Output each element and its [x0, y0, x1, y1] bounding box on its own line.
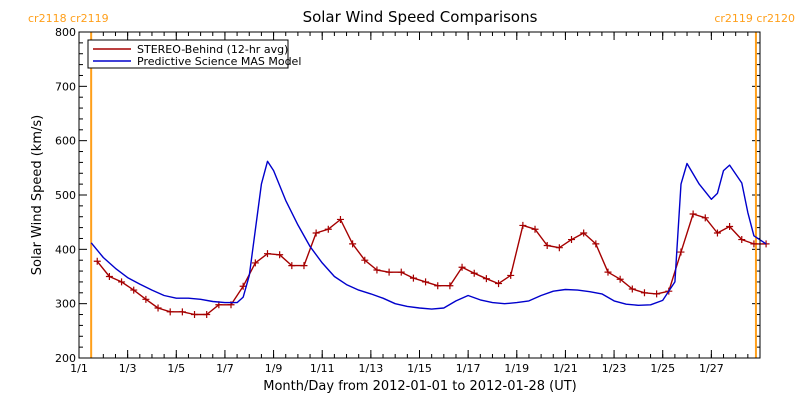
series-layer	[90, 160, 770, 319]
stereo-point	[531, 225, 539, 233]
y-tick-label: 200	[55, 352, 76, 365]
plot-frame	[78, 31, 761, 359]
stereo-point	[300, 262, 308, 270]
y-tick-label: 600	[55, 135, 76, 148]
stereo-point	[385, 268, 393, 276]
stereo-point	[628, 285, 636, 293]
x-axis: 1/1 1/3 1/5 1/7 1/9 1/11 1/13 1/15 1/17 1/19 1/21 1…	[70, 32, 761, 375]
x-tick-label: 1/27	[699, 362, 724, 375]
stereo-point	[397, 268, 405, 276]
stereo-point	[422, 278, 430, 286]
stereo-point	[446, 282, 454, 290]
stereo-point	[105, 273, 113, 280]
legend-box	[87, 39, 289, 69]
y-tick-label: 300	[55, 298, 76, 311]
stereo-point	[470, 269, 478, 277]
stereo-point	[640, 289, 648, 297]
stereo-point	[373, 266, 381, 274]
x-tick-label: 1/17	[456, 362, 481, 375]
x-tick-label: 1/11	[310, 362, 335, 375]
carrington-markers	[90, 32, 757, 358]
x-tick-label: 1/7	[216, 362, 234, 375]
stereo-point	[616, 275, 624, 283]
stereo-point	[263, 250, 271, 258]
legend-label-stereo: STEREO-Behind (12-hr avg)	[137, 43, 288, 56]
stereo-point	[288, 262, 296, 270]
stereo-point	[689, 210, 697, 218]
stereo-point	[93, 257, 101, 265]
x-tick-label: 1/23	[602, 362, 627, 375]
y-tick-label: 500	[55, 189, 76, 202]
x-tick-label: 1/1	[70, 362, 88, 375]
series-line-mas	[90, 160, 767, 310]
carrington-label-left: cr2118 cr2119	[28, 12, 109, 25]
x-tick-label: 1/5	[167, 362, 185, 375]
x-tick-label: 1/13	[359, 362, 384, 375]
stereo-point	[324, 225, 332, 233]
stereo-point	[677, 248, 685, 256]
stereo-point	[604, 268, 612, 276]
stereo-point	[713, 229, 721, 237]
stereo-point	[409, 274, 417, 282]
x-tick-label: 1/19	[504, 362, 529, 375]
x-tick-label: 1/21	[553, 362, 578, 375]
stereo-point	[580, 229, 588, 237]
stereo-point	[495, 280, 503, 288]
stereo-point	[555, 244, 563, 252]
x-tick-label: 1/15	[407, 362, 432, 375]
y-tick-label: 800	[55, 26, 76, 39]
stereo-point	[154, 304, 162, 312]
legend-label-mas: Predictive Science MAS Model	[137, 55, 301, 68]
carrington-label-right: cr2119 cr2120	[714, 12, 795, 25]
stereo-point	[726, 223, 734, 231]
stereo-point	[543, 242, 551, 250]
stereo-point	[738, 236, 746, 244]
stereo-point	[166, 308, 174, 316]
stereo-point	[312, 229, 320, 237]
stereo-point	[507, 271, 515, 279]
stereo-point	[701, 214, 709, 222]
x-axis-label: Month/Day from 2012-01-01 to 2012-01-28 …	[263, 379, 576, 394]
stereo-point	[482, 275, 490, 283]
stereo-point	[592, 240, 600, 248]
stereo-point	[750, 240, 758, 248]
stereo-point	[118, 278, 126, 286]
x-tick-label: 1/25	[650, 362, 675, 375]
stereo-point	[178, 308, 186, 316]
stereo-point	[191, 311, 199, 319]
stereo-point	[653, 290, 661, 298]
stereo-point	[239, 282, 247, 290]
chart-title: Solar Wind Speed Comparisons	[303, 8, 538, 26]
stereo-point	[336, 215, 344, 223]
stereo-point	[568, 236, 576, 244]
stereo-point	[434, 282, 442, 290]
y-axis-label: Solar Wind Speed (km/s)	[30, 115, 45, 275]
legend: STEREO-Behind (12-hr avg) Predictive Sci…	[87, 39, 301, 69]
stereo-point	[142, 295, 150, 303]
y-tick-label: 700	[55, 80, 76, 93]
stereo-point	[251, 259, 259, 267]
stereo-point	[203, 311, 211, 319]
x-tick-label: 1/9	[265, 362, 283, 375]
stereo-point	[361, 256, 369, 264]
stereo-point	[130, 286, 138, 294]
stereo-point	[349, 240, 357, 248]
y-tick-label: 400	[55, 243, 76, 256]
stereo-point	[276, 251, 284, 259]
stereo-point	[519, 221, 527, 229]
x-tick-label: 1/3	[119, 362, 137, 375]
stereo-point	[458, 263, 466, 271]
